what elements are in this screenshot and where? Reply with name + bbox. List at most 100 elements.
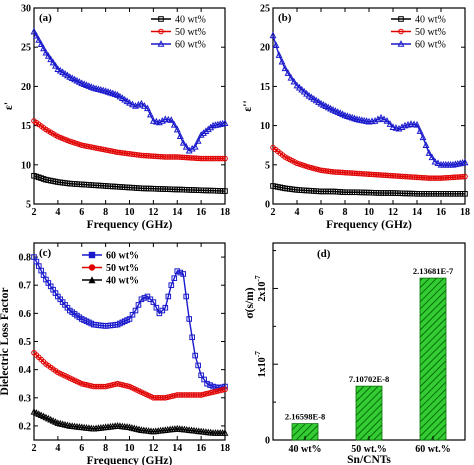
- y-tick-base: 0: [265, 436, 270, 447]
- data-point: [56, 66, 64, 74]
- data-point: [315, 98, 323, 105]
- y-tick-label: 30: [21, 4, 31, 15]
- series-40wt: [31, 172, 228, 194]
- data-point: [287, 73, 295, 81]
- data-point: [303, 89, 311, 97]
- x-tick-label: 14: [172, 443, 182, 454]
- data-point: [222, 386, 228, 393]
- data-point: [431, 157, 439, 165]
- data-point: [159, 307, 166, 314]
- legend-swatch-marker: [398, 28, 404, 35]
- data-point: [47, 55, 55, 63]
- legend: 60 wt%50 wt% 40 wt%: [82, 251, 139, 287]
- data-point: [126, 316, 133, 322]
- x-axis-label: Frequency (GHz): [326, 219, 412, 231]
- legend-label: 50 wt%: [415, 27, 446, 38]
- data-point: [124, 383, 130, 389]
- x-tick-label: 4: [295, 207, 300, 218]
- y-tick-label: 15: [21, 121, 31, 132]
- data-point: [198, 372, 204, 379]
- data-point: [129, 311, 136, 318]
- legend-swatch-marker: [88, 264, 96, 271]
- data-point: [305, 91, 313, 99]
- data-point: [164, 115, 172, 123]
- data-point: [428, 153, 436, 161]
- data-point: [149, 116, 157, 124]
- data-point: [69, 139, 75, 145]
- x-axis-label: Frequency (GHz): [87, 219, 173, 231]
- data-point: [171, 275, 178, 281]
- y-tick-label: 0.8: [19, 253, 32, 264]
- data-point: [173, 125, 181, 133]
- data-point: [294, 160, 300, 167]
- y-tick-label: 0.7: [19, 281, 32, 292]
- x-tick-label: 18: [220, 207, 230, 218]
- data-point: [42, 48, 50, 56]
- x-tick-label: 40 wt%: [288, 444, 321, 455]
- data-point: [290, 77, 298, 85]
- legend-label: 40 wt%: [415, 15, 446, 26]
- data-point: [300, 87, 308, 95]
- y-tick-label: 10: [21, 160, 31, 171]
- x-tick-label: 14: [172, 207, 182, 218]
- x-tick-label: 6: [319, 207, 324, 218]
- data-point: [126, 98, 133, 106]
- data-point: [180, 271, 187, 277]
- data-point: [312, 96, 320, 104]
- data-point: [434, 159, 442, 167]
- data-point: [207, 382, 213, 388]
- data-point: [301, 162, 308, 169]
- y-tick-exponent: -7: [253, 351, 262, 357]
- x-tick-label: 14: [412, 207, 422, 218]
- x-tick-label: 12: [388, 207, 398, 218]
- series-50wt: [31, 349, 228, 401]
- data-point: [389, 123, 397, 130]
- y-tick-label: 2x10-7: [253, 275, 268, 301]
- data-point: [462, 191, 468, 197]
- y-axis-label: σ(s/m): [244, 287, 256, 318]
- legend: 40 wt%50 wt% 60 wt%: [391, 15, 446, 51]
- data-point: [194, 136, 202, 144]
- data-point: [425, 149, 433, 156]
- x-tick-label: 12: [148, 207, 158, 218]
- x-tick-label: 16: [196, 207, 206, 218]
- data-point: [35, 36, 43, 43]
- data-point: [189, 334, 195, 341]
- data-point: [147, 296, 154, 303]
- bar-value-label: 7.10702E-8: [349, 374, 389, 384]
- series-60wt: [31, 254, 228, 391]
- legend-swatch-marker: [88, 251, 96, 259]
- legend-label: 50 wt%: [175, 27, 206, 38]
- x-tick-label: 2: [32, 207, 37, 218]
- data-point: [310, 95, 318, 102]
- data-point: [303, 163, 310, 170]
- y-tick-label: 5: [26, 200, 31, 211]
- data-point: [299, 162, 305, 168]
- y-axis-label: ε'': [242, 100, 254, 111]
- legend-swatch-marker: [88, 276, 96, 284]
- data-point: [191, 142, 199, 150]
- data-point: [54, 65, 62, 72]
- data-point: [307, 93, 315, 101]
- series-line: [272, 35, 466, 166]
- x-tick-label: 60 wt.%: [415, 444, 451, 455]
- data-point: [462, 173, 468, 180]
- data-point: [459, 173, 466, 180]
- y-tick-exponent: -7: [253, 275, 262, 281]
- data-point: [197, 131, 205, 138]
- x-tick-label: 16: [436, 207, 446, 218]
- data-point: [138, 99, 145, 107]
- x-tick-label: 10: [364, 207, 374, 218]
- panel-tag: (b): [278, 12, 292, 24]
- x-tick-label: 12: [148, 443, 158, 454]
- data-point: [204, 125, 212, 133]
- data-point: [219, 155, 226, 162]
- data-point: [150, 299, 157, 305]
- legend-swatch-marker: [157, 40, 165, 47]
- data-point: [422, 141, 430, 148]
- data-point: [210, 383, 216, 390]
- panel-tag: (a): [39, 12, 52, 24]
- data-point: [188, 144, 196, 152]
- chart-panel-0: 2 4 6 8 10 12 14 16 18 5 10 15 20 25 30 Frequency (GHz)…: [3, 4, 230, 232]
